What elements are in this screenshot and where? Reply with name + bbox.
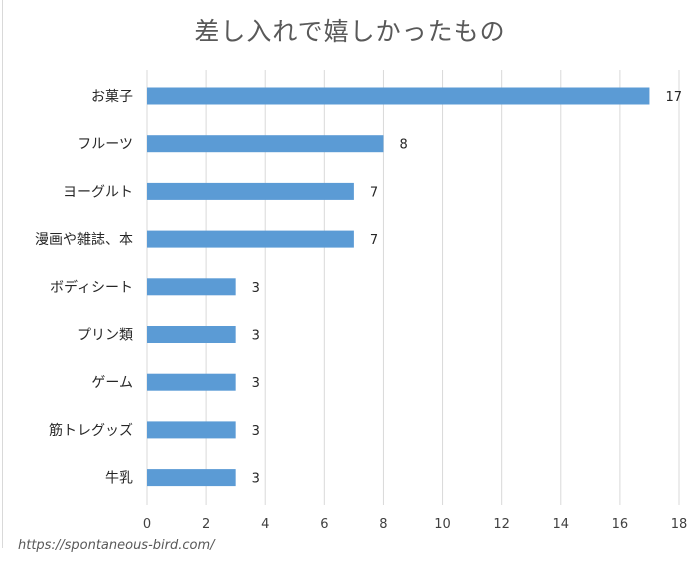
data-label: 3 [252,472,260,487]
category-label: ゲーム [91,375,133,391]
left-border [2,0,3,548]
data-label: 3 [252,424,260,439]
x-tick-label: 2 [202,517,210,532]
category-label: フルーツ [77,137,133,153]
bar [147,135,384,153]
data-label: 17 [665,90,682,105]
bar [147,182,354,200]
category-label: ヨーグルト [63,184,133,200]
watermark-url: https://spontaneous-bird.com/ [18,538,215,553]
x-tick-label: 0 [143,517,151,532]
bar [147,373,236,391]
bar [147,278,236,296]
data-label: 3 [252,376,260,391]
x-tick-label: 10 [434,517,451,532]
x-tick-label: 16 [612,517,629,532]
data-label: 7 [370,185,378,200]
x-tick-label: 18 [671,517,688,532]
x-tick-label: 8 [379,517,387,532]
x-tick-label: 6 [320,517,328,532]
category-label: 牛乳 [105,471,133,487]
x-tick-label: 4 [261,517,269,532]
bar [147,469,236,487]
bar [147,421,236,439]
data-label: 8 [399,138,407,153]
x-tick-label: 14 [553,517,570,532]
data-label: 3 [252,281,260,296]
data-label: 7 [370,233,378,248]
chart-title: 差し入れで嬉しかったもの [194,17,506,46]
bar [147,230,354,248]
category-label: ボディシート [50,279,133,296]
bar [147,326,236,343]
category-label: お菓子 [91,89,133,105]
category-label: プリン類 [77,328,133,344]
category-label: 筋トレグッズ [49,422,133,439]
data-label: 3 [252,329,260,344]
bar [147,87,650,105]
category-label: 漫画や雑誌、本 [35,232,133,248]
x-tick-label: 12 [493,517,510,532]
